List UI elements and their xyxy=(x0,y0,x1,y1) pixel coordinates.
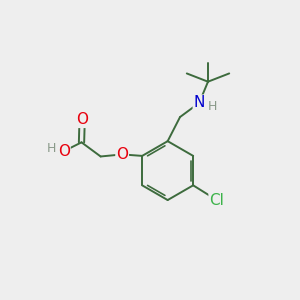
Text: H: H xyxy=(208,100,218,113)
Text: O: O xyxy=(76,112,88,127)
Text: O: O xyxy=(116,147,128,162)
Text: H: H xyxy=(47,142,56,155)
Text: N: N xyxy=(194,95,205,110)
Text: Cl: Cl xyxy=(209,194,224,208)
Text: O: O xyxy=(58,144,70,159)
